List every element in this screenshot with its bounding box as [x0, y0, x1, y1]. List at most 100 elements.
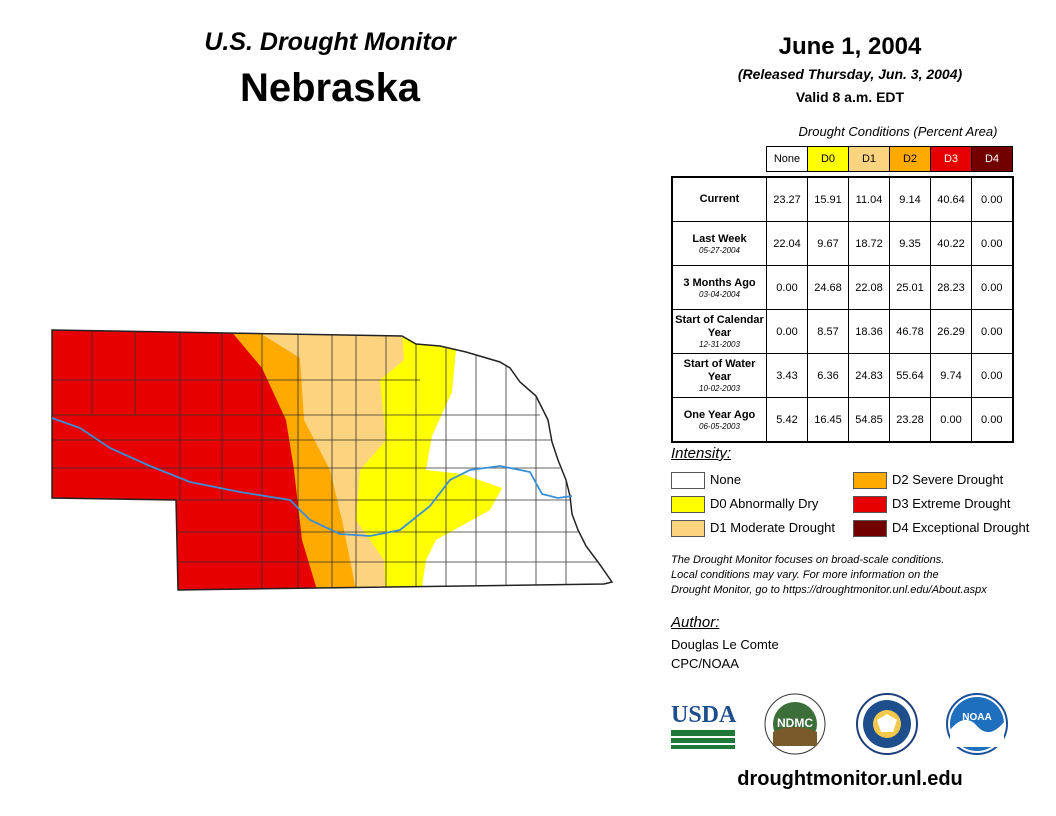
- table-cell: 0.00: [971, 221, 1013, 266]
- disclaimer-line: Drought Monitor, go to https://droughtmo…: [671, 584, 987, 596]
- commerce-logo: [856, 693, 918, 755]
- table-cell: 11.04: [848, 176, 890, 222]
- legend-label: D2 Severe Drought: [892, 472, 1004, 487]
- table-cell: 22.04: [766, 221, 808, 266]
- table-cell: 46.78: [889, 309, 931, 354]
- legend-label: D1 Moderate Drought: [710, 520, 836, 535]
- table-cell: 3.43: [766, 353, 808, 398]
- row-date: 12-31-2003: [699, 340, 740, 349]
- table-caption: Drought Conditions (Percent Area): [798, 124, 998, 139]
- table-cell: 22.08: [848, 265, 890, 310]
- legend-label: D3 Extreme Drought: [892, 496, 1011, 511]
- table-row: 3 Months Ago 03-04-2004 0.00 24.68 22.08 …: [671, 265, 1013, 310]
- legend-label: None: [710, 472, 742, 487]
- col-header-none: None: [766, 146, 808, 172]
- table-cell: 9.14: [889, 176, 931, 222]
- author-name: Douglas Le Comte: [671, 637, 779, 652]
- table-cell: 23.28: [889, 397, 931, 443]
- state-outline: [51, 329, 614, 591]
- table-cell: 9.35: [889, 221, 931, 266]
- table-row: Last Week 05-27-2004 22.04 9.67 18.72 9.3…: [671, 221, 1013, 266]
- legend-label: D4 Exceptional Drought: [892, 520, 1030, 535]
- table-cell: 5.42: [766, 397, 808, 443]
- table-cell: 18.72: [848, 221, 890, 266]
- row-label: One Year Ago 06-05-2003: [671, 397, 767, 443]
- table-cell: 54.85: [848, 397, 890, 443]
- row-date: 06-05-2003: [699, 421, 740, 431]
- row-date: 10-02-2003: [699, 384, 740, 393]
- table-cell: 23.27: [766, 176, 808, 222]
- table-cell: 18.36: [848, 309, 890, 354]
- col-header-d4: D4: [971, 146, 1013, 172]
- footer-url: droughtmonitor.unl.edu: [737, 768, 963, 790]
- table-cell: 0.00: [971, 353, 1013, 398]
- table-cell: 28.23: [930, 265, 972, 310]
- valid-date: June 1, 2004: [778, 33, 922, 60]
- legend-swatch: [671, 520, 705, 537]
- col-header-d3: D3: [930, 146, 972, 172]
- row-label: Start of Calendar Year 12-31-2003: [671, 309, 767, 354]
- table-row: Current 23.27 15.91 11.04 9.14 40.64 0.0…: [671, 176, 1013, 222]
- svg-text:USDA: USDA: [671, 702, 737, 728]
- table-cell: 24.68: [807, 265, 849, 310]
- table-corner: [672, 147, 767, 172]
- table-cell: 24.83: [848, 353, 890, 398]
- table-cell: 25.01: [889, 265, 931, 310]
- table-cell: 0.00: [971, 176, 1013, 222]
- row-label: 3 Months Ago 03-04-2004: [671, 265, 767, 310]
- legend-swatch: [853, 472, 887, 489]
- legend-swatch: [853, 520, 887, 537]
- noaa-logo: NOAA: [946, 693, 1008, 755]
- row-label: Start of Water Year 10-02-2003: [671, 353, 767, 398]
- col-header-d0: D0: [807, 146, 849, 172]
- table-cell: 40.22: [930, 221, 972, 266]
- legend-swatch: [671, 472, 705, 489]
- svg-text:NOAA: NOAA: [962, 712, 991, 723]
- legend-swatch: [853, 496, 887, 513]
- agency-logos: USDA NDMC NOAA: [671, 693, 1008, 755]
- svg-text:NDMC: NDMC: [777, 716, 813, 730]
- table-cell: 26.29: [930, 309, 972, 354]
- table-cell: 9.74: [930, 353, 972, 398]
- valid-time: Valid 8 a.m. EDT: [795, 89, 905, 105]
- nebraska-drought-map: [51, 329, 614, 591]
- author-heading: Author:: [671, 614, 720, 631]
- row-date: 03-04-2004: [699, 289, 740, 299]
- table-cell: 16.45: [807, 397, 849, 443]
- row-label: Current: [671, 176, 767, 222]
- table-cell: 0.00: [766, 309, 808, 354]
- table-cell: 0.00: [971, 265, 1013, 310]
- table-cell: 0.00: [766, 265, 808, 310]
- row-date: 05-27-2004: [699, 245, 740, 255]
- row-label: Last Week 05-27-2004: [671, 221, 767, 266]
- usda-logo: USDA: [671, 702, 737, 749]
- table-cell: 8.57: [807, 309, 849, 354]
- table-cell: 40.64: [930, 176, 972, 222]
- table-cell: 0.00: [971, 397, 1013, 443]
- legend-swatch: [671, 496, 705, 513]
- table-cell: 6.36: [807, 353, 849, 398]
- map-title-state: Nebraska: [239, 66, 421, 110]
- table-cell: 0.00: [971, 309, 1013, 354]
- drought-stats-table: None D0 D1 D2 D3 D4 Current 23.27 15.91 …: [671, 146, 1014, 443]
- disclaimer-line: Local conditions may vary. For more info…: [671, 569, 939, 581]
- ndmc-logo: NDMC: [764, 693, 826, 755]
- disclaimer-text: The Drought Monitor focuses on broad-sca…: [671, 553, 1051, 598]
- release-date: (Released Thursday, Jun. 3, 2004): [737, 66, 963, 82]
- legend-title: Intensity:: [671, 445, 732, 462]
- col-header-d2: D2: [889, 146, 931, 172]
- map-subtitle: U.S. Drought Monitor: [204, 28, 456, 56]
- table-cell: 9.67: [807, 221, 849, 266]
- legend-label: D0 Abnormally Dry: [710, 496, 819, 511]
- table-row: One Year Ago 06-05-2003 5.42 16.45 54.85 …: [671, 397, 1013, 443]
- table-cell: 55.64: [889, 353, 931, 398]
- col-header-d1: D1: [848, 146, 890, 172]
- disclaimer-line: The Drought Monitor focuses on broad-sca…: [671, 554, 945, 566]
- platte-river: [51, 417, 573, 537]
- author-org: CPC/NOAA: [671, 656, 739, 671]
- table-cell: 0.00: [930, 397, 972, 443]
- table-row: Start of Water Year 10-02-2003 3.43 6.36 …: [671, 353, 1013, 398]
- county-lines: [52, 330, 600, 590]
- table-row: Start of Calendar Year 12-31-2003 0.00 8.…: [671, 309, 1013, 354]
- table-cell: 15.91: [807, 176, 849, 222]
